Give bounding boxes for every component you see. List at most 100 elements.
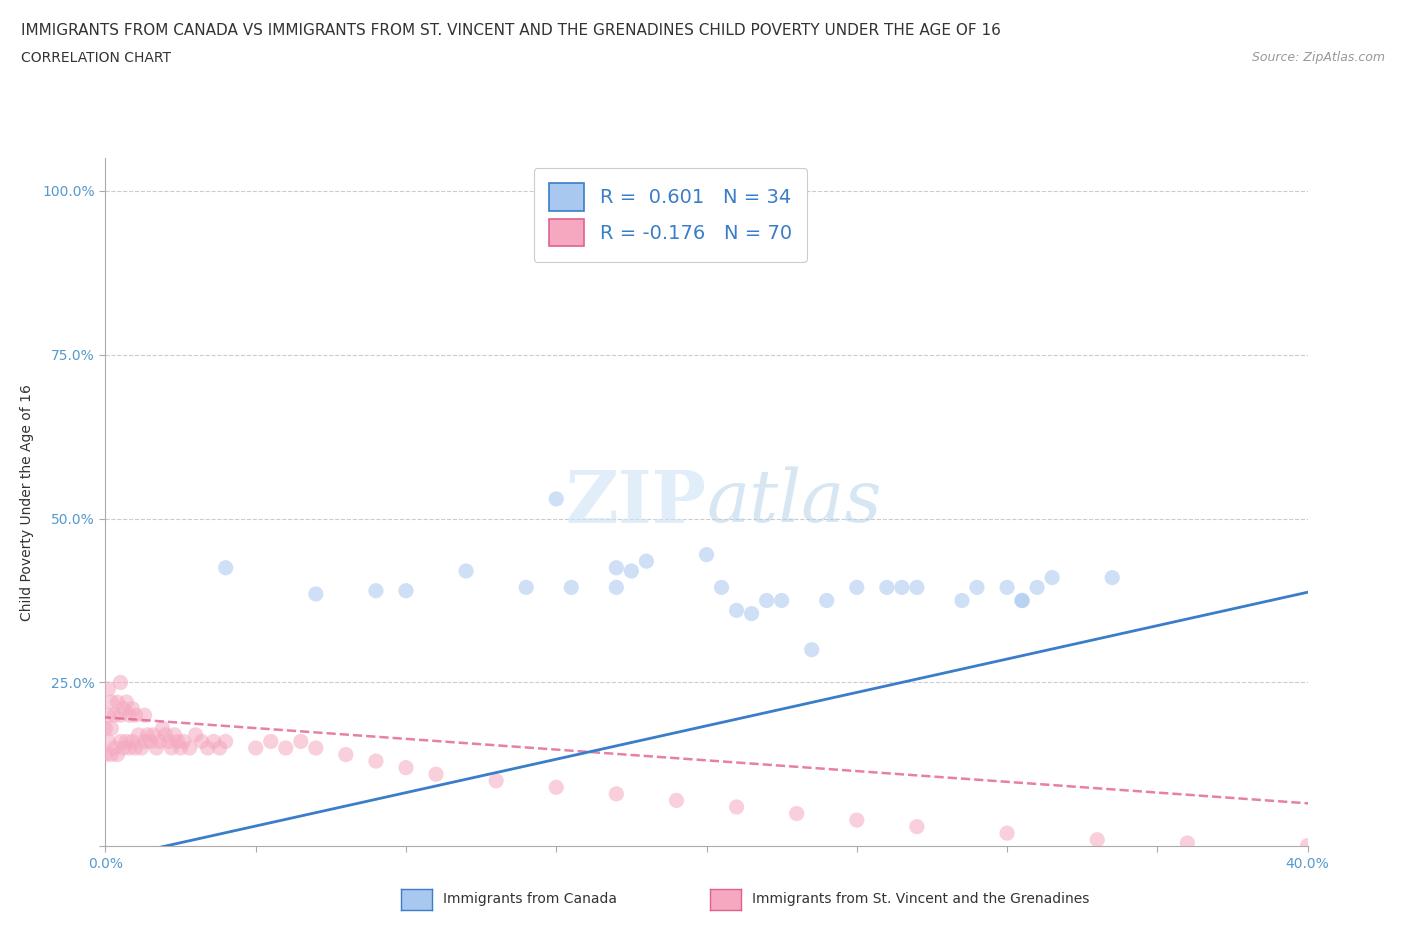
Point <box>1175 835 1198 850</box>
Text: ZIP: ZIP <box>565 467 707 538</box>
Point <box>94 721 117 736</box>
Point <box>134 734 156 749</box>
Point <box>1085 832 1108 847</box>
Point <box>97 734 120 749</box>
Point <box>124 708 146 723</box>
Point <box>121 734 143 749</box>
Point <box>1040 570 1063 585</box>
Point <box>97 682 120 697</box>
Point <box>605 560 627 575</box>
Point <box>121 701 143 716</box>
Y-axis label: Child Poverty Under the Age of 16: Child Poverty Under the Age of 16 <box>20 384 34 620</box>
Point <box>163 727 186 742</box>
Point <box>546 491 568 506</box>
Point <box>605 787 627 802</box>
Point <box>110 734 132 749</box>
Point <box>139 734 162 749</box>
Point <box>1011 593 1033 608</box>
Point <box>876 580 898 595</box>
Point <box>118 708 141 723</box>
Point <box>134 708 156 723</box>
Point <box>107 695 129 710</box>
Point <box>755 593 778 608</box>
Point <box>128 727 150 742</box>
Point <box>364 753 387 768</box>
Point <box>197 740 219 755</box>
Point <box>184 727 207 742</box>
Point <box>100 747 122 762</box>
Text: Immigrants from St. Vincent and the Grenadines: Immigrants from St. Vincent and the Gren… <box>752 892 1090 907</box>
Point <box>160 740 183 755</box>
Point <box>103 708 125 723</box>
Text: IMMIGRANTS FROM CANADA VS IMMIGRANTS FROM ST. VINCENT AND THE GRENADINES CHILD P: IMMIGRANTS FROM CANADA VS IMMIGRANTS FRO… <box>21 23 1001 38</box>
Point <box>425 766 447 781</box>
Point <box>152 721 174 736</box>
Point <box>1296 838 1319 853</box>
Point <box>145 740 167 755</box>
Point <box>208 740 231 755</box>
Point <box>112 740 135 755</box>
Point <box>103 740 125 755</box>
Point <box>115 734 138 749</box>
Point <box>995 580 1018 595</box>
Point <box>636 553 658 568</box>
Point <box>118 740 141 755</box>
Point <box>546 780 568 795</box>
Point <box>395 583 418 598</box>
Point <box>696 547 718 562</box>
Point <box>560 580 582 595</box>
Point <box>786 806 808 821</box>
Point <box>124 740 146 755</box>
Point <box>905 580 928 595</box>
Point <box>890 580 912 595</box>
Text: Immigrants from Canada: Immigrants from Canada <box>443 892 617 907</box>
Text: CORRELATION CHART: CORRELATION CHART <box>21 51 172 65</box>
Point <box>845 813 868 828</box>
Point <box>620 564 643 578</box>
Point <box>605 580 627 595</box>
Point <box>112 701 135 716</box>
Point <box>155 727 177 742</box>
Legend: R =  0.601   N = 34, R = -0.176   N = 70: R = 0.601 N = 34, R = -0.176 N = 70 <box>533 167 807 261</box>
Point <box>169 740 191 755</box>
Point <box>725 603 748 618</box>
Point <box>100 695 122 710</box>
Point <box>157 734 180 749</box>
Point <box>245 740 267 755</box>
Point <box>305 587 328 602</box>
Point <box>305 740 328 755</box>
Point <box>94 747 117 762</box>
Point <box>214 560 236 575</box>
Point <box>190 734 212 749</box>
Point <box>260 734 283 749</box>
Point <box>131 740 153 755</box>
Point <box>335 747 357 762</box>
Point <box>966 580 988 595</box>
Point <box>100 721 122 736</box>
Point <box>1101 570 1123 585</box>
Point <box>274 740 297 755</box>
Point <box>107 747 129 762</box>
Point <box>1026 580 1049 595</box>
Point <box>364 583 387 598</box>
Point <box>1011 593 1033 608</box>
Point <box>741 606 763 621</box>
Point <box>845 580 868 595</box>
Point <box>905 819 928 834</box>
Point <box>485 774 508 789</box>
Point <box>770 593 793 608</box>
Text: Source: ZipAtlas.com: Source: ZipAtlas.com <box>1251 51 1385 64</box>
Text: atlas: atlas <box>707 467 882 538</box>
Point <box>110 675 132 690</box>
Point <box>815 593 838 608</box>
Point <box>515 580 537 595</box>
Point <box>166 734 188 749</box>
Point <box>110 708 132 723</box>
Point <box>800 643 823 658</box>
Point <box>995 826 1018 841</box>
Point <box>950 593 973 608</box>
Point <box>290 734 312 749</box>
Point <box>142 727 165 742</box>
Point <box>454 564 477 578</box>
Point <box>148 734 170 749</box>
